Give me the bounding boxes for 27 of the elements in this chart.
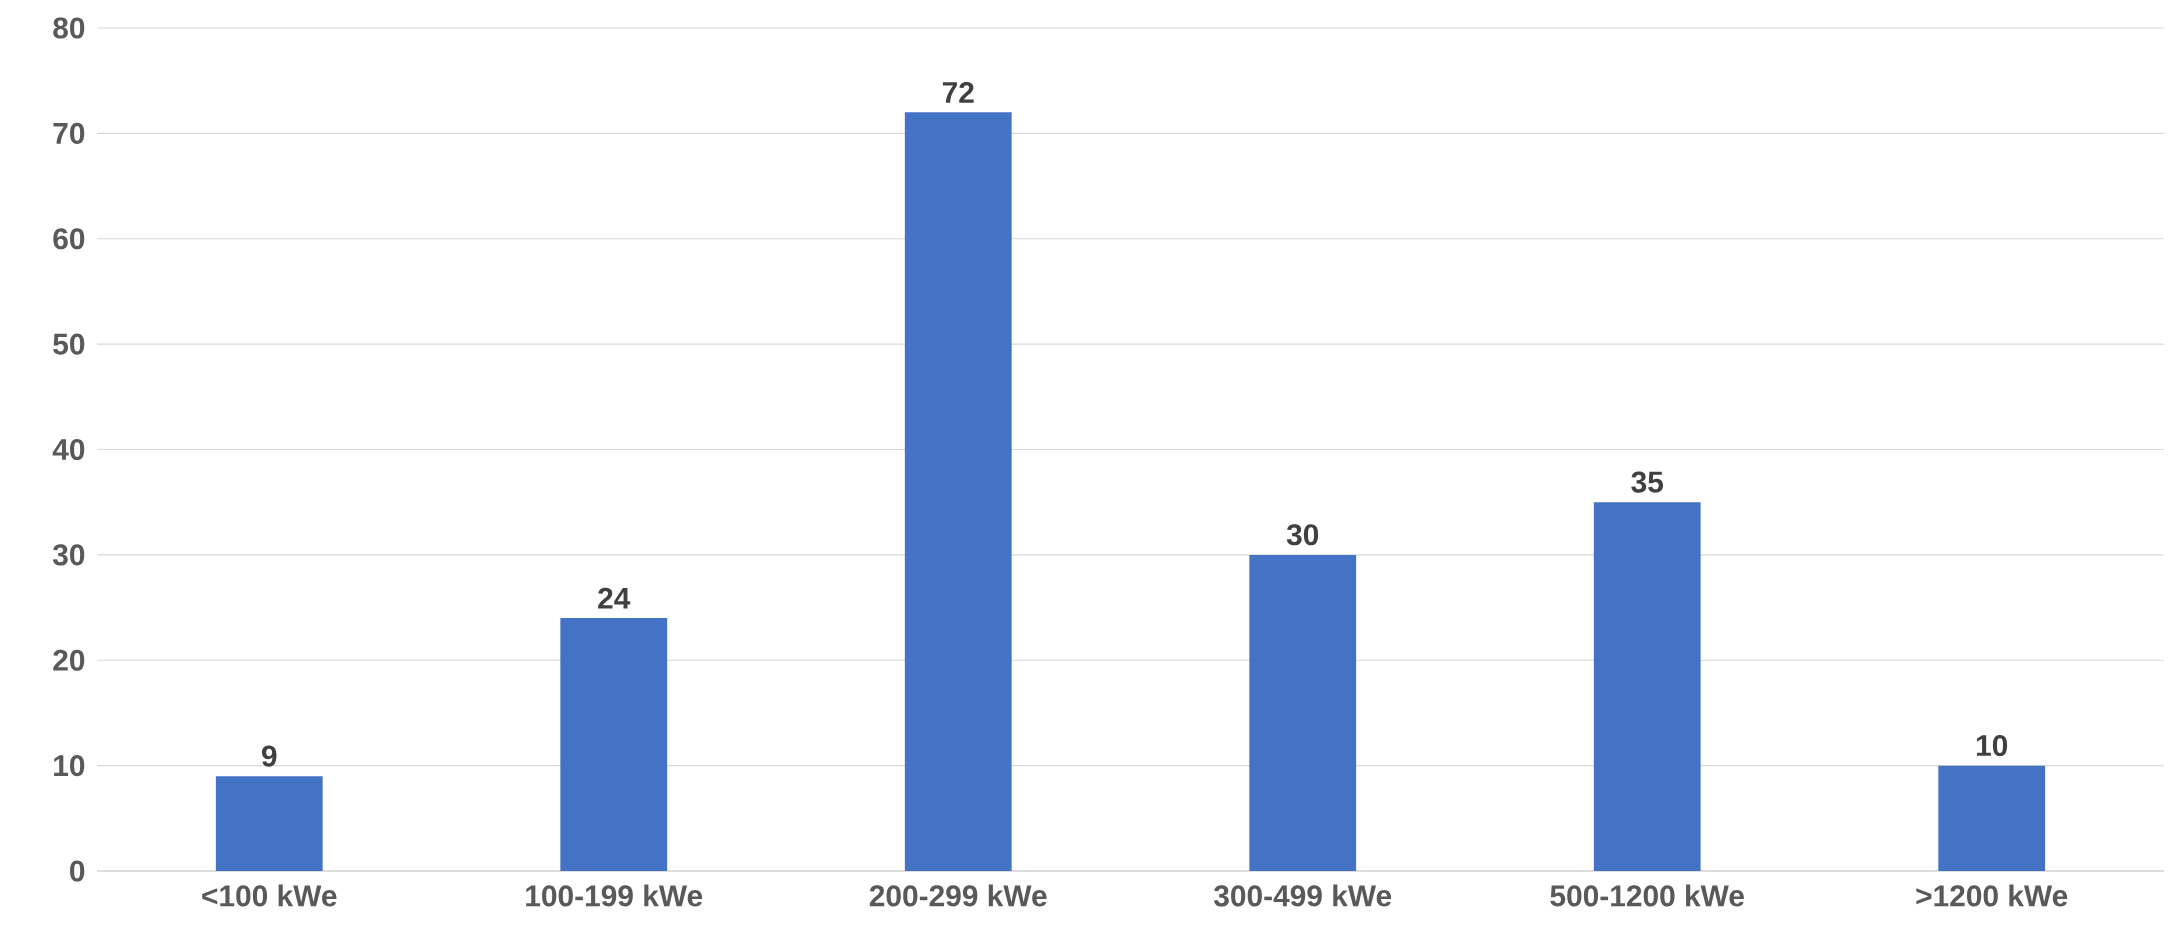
x-tick-label: 100-199 kWe	[526, 884, 703, 907]
x-tick-label: 200-299 kWe	[869, 884, 1047, 907]
bar	[215, 776, 323, 871]
data-label: 35	[1631, 471, 1664, 493]
bar	[1593, 502, 1701, 871]
y-tick-label: 30	[52, 544, 85, 566]
y-tick-label: 10	[54, 755, 85, 777]
bar	[904, 112, 1012, 871]
data-label: 24	[598, 587, 631, 609]
y-tick-label: 50	[53, 333, 85, 355]
y-tick-label: 20	[53, 649, 85, 671]
data-label: 10	[1976, 734, 2008, 757]
bar	[1249, 554, 1357, 871]
x-tick-label: >1200 kWe	[1916, 884, 2068, 907]
x-tick-label: <100 kWe	[202, 884, 337, 907]
data-label: 30	[1286, 524, 1319, 546]
y-tick-label: 0	[70, 860, 85, 882]
x-tick-label: 300-499 kWe	[1213, 884, 1392, 907]
y-tick-label: 40	[52, 438, 85, 461]
data-label: 9	[261, 745, 277, 767]
y-tick-label: 70	[53, 122, 85, 144]
data-label: 72	[942, 81, 974, 103]
bar	[1938, 765, 2046, 871]
bar	[560, 618, 668, 871]
x-tick-label: 500-1200 kWe	[1550, 884, 1744, 907]
y-tick-label: 80	[53, 17, 85, 39]
y-tick-label: 60	[53, 228, 85, 250]
